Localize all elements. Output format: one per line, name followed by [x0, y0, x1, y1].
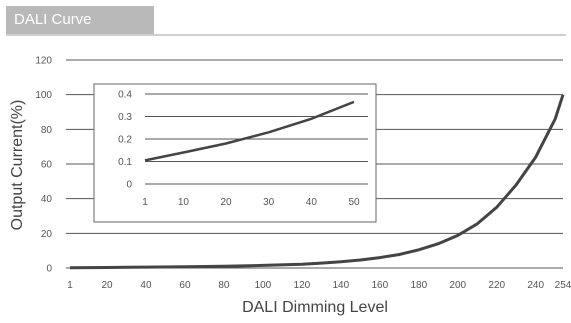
main-x-tick-label: 220	[488, 280, 505, 291]
main-x-tick-label: 254	[555, 280, 571, 291]
main-y-tick-label: 20	[41, 229, 53, 240]
main-x-tick-label: 80	[218, 280, 230, 291]
main-y-ticks: 0 20 40 60 80 100 120	[35, 56, 52, 275]
inset-x-tick-label: 20	[220, 197, 232, 208]
inset-x-tick-label: 50	[348, 197, 360, 208]
main-y-tick-label: 40	[41, 194, 53, 205]
inset-panel	[93, 83, 377, 223]
chart-title-tab: DALI Curve	[6, 6, 154, 34]
main-x-tick-label: 240	[527, 280, 544, 291]
main-x-tick-label: 160	[371, 280, 388, 291]
main-y-tick-label: 120	[35, 56, 52, 67]
main-x-tick-label: 1	[67, 280, 73, 291]
inset-y-tick-label: 0.1	[118, 157, 132, 168]
main-x-tick-label: 180	[410, 280, 427, 291]
main-x-tick-label: 100	[255, 280, 272, 291]
inset-x-tick-label: 10	[178, 197, 190, 208]
main-y-tick-label: 60	[41, 160, 53, 171]
main-x-tick-label: 120	[294, 280, 311, 291]
main-x-tick-label: 20	[101, 280, 113, 291]
inset-curve	[144, 100, 355, 162]
main-x-tick-label: 40	[140, 280, 152, 291]
main-y-tick-label: 0	[46, 264, 52, 275]
header-divider	[6, 34, 566, 36]
inset-y-tick-label: 0.4	[118, 90, 132, 101]
main-y-tick-label: 100	[35, 90, 52, 101]
main-x-tick-label: 60	[179, 280, 191, 291]
inset-y-tick-label: 0.3	[118, 112, 132, 123]
main-curve	[69, 94, 565, 270]
inset-grid	[145, 93, 368, 185]
y-axis-title: Output Current(%)	[9, 100, 26, 231]
inset-y-ticks: 0 0.1 0.2 0.3 0.4	[118, 90, 132, 191]
inset-x-ticks: 1 10 20 30 40 50	[142, 197, 360, 208]
main-x-ticks: 1 20 40 60 80 100 120 140 160 180 200 220 240 254	[67, 280, 571, 291]
x-axis-title: DALI Dimming Level	[242, 299, 388, 316]
inset-y-tick-label: 0.2	[118, 135, 132, 146]
chart-title: DALI Curve	[14, 11, 92, 28]
inset-x-tick-label: 30	[263, 197, 275, 208]
main-y-tick-label: 80	[41, 125, 53, 136]
inset-x-tick-label: 40	[306, 197, 318, 208]
inset-y-tick-label: 0	[126, 180, 132, 191]
main-x-tick-label: 140	[333, 280, 350, 291]
main-x-tick-label: 200	[449, 280, 466, 291]
inset-x-tick-label: 1	[142, 197, 148, 208]
